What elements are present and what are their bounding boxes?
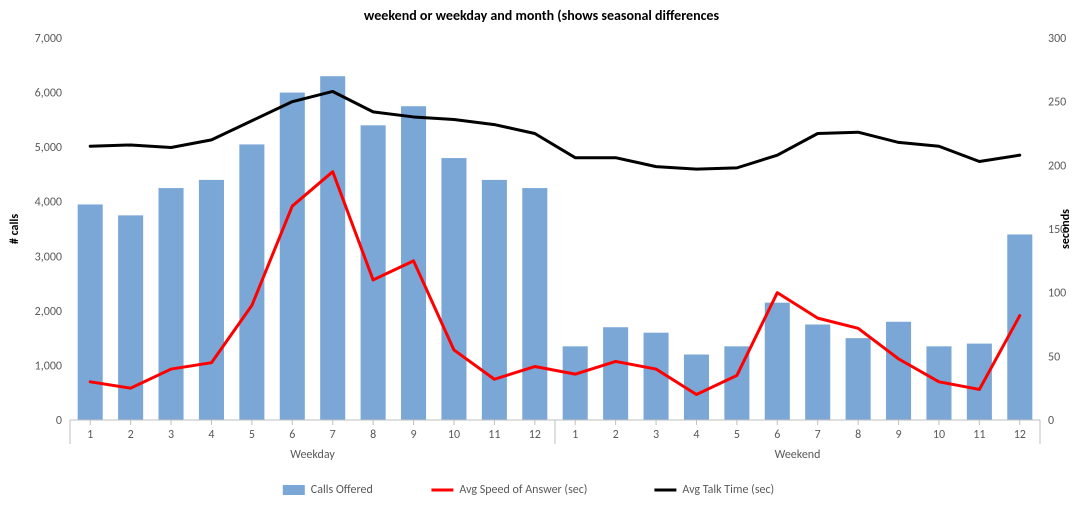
yleft-tick-label: 1,000 [35, 359, 62, 373]
bar-calls-offered [522, 188, 547, 420]
bar-calls-offered [765, 303, 790, 420]
bar-calls-offered [361, 125, 386, 420]
yleft-tick-label: 4,000 [35, 196, 62, 210]
bar-calls-offered [886, 322, 911, 420]
yleft-tick-label: 3,000 [35, 250, 62, 264]
bar-calls-offered [280, 93, 305, 420]
x-tick-label: 3 [168, 428, 174, 442]
x-tick-label: 9 [410, 428, 416, 442]
x-tick-label: 5 [249, 428, 255, 442]
x-tick-label: 1 [87, 428, 93, 442]
bar-calls-offered [805, 325, 830, 421]
bar-calls-offered [320, 76, 345, 420]
chart-container: weekend or weekday and month (shows seas… [0, 0, 1083, 511]
x-tick-label: 7 [815, 428, 821, 442]
x-tick-label: 6 [289, 428, 295, 442]
yright-tick-label: 50 [1048, 350, 1060, 364]
x-tick-label: 12 [1014, 428, 1026, 442]
x-group-label: Weekday [290, 448, 335, 462]
x-tick-label: 4 [693, 428, 699, 442]
legend-label: Calls Offered [311, 483, 373, 497]
yright-tick-label: 200 [1048, 159, 1066, 173]
bar-calls-offered [1007, 234, 1032, 420]
bar-calls-offered [199, 180, 224, 420]
x-tick-label: 6 [774, 428, 780, 442]
yright-axis-label: seconds [1059, 209, 1073, 249]
yleft-tick-label: 2,000 [35, 305, 62, 319]
x-tick-label: 10 [933, 428, 945, 442]
bar-calls-offered [967, 344, 992, 420]
x-tick-label: 8 [370, 428, 376, 442]
x-tick-label: 2 [613, 428, 619, 442]
chart-svg: weekend or weekday and month (shows seas… [0, 0, 1083, 511]
yright-tick-label: 250 [1048, 96, 1066, 110]
bar-calls-offered [563, 346, 588, 420]
x-tick-label: 7 [330, 428, 336, 442]
bar-calls-offered [441, 158, 466, 420]
yright-tick-label: 300 [1048, 32, 1066, 46]
x-tick-label: 11 [973, 428, 985, 442]
x-tick-label: 11 [488, 428, 500, 442]
yright-tick-label: 0 [1048, 414, 1054, 428]
x-tick-label: 1 [572, 428, 578, 442]
bar-calls-offered [159, 188, 184, 420]
bar-calls-offered [482, 180, 507, 420]
yleft-tick-label: 5,000 [35, 141, 62, 155]
chart-title: weekend or weekday and month (shows seas… [364, 7, 720, 24]
x-tick-label: 3 [653, 428, 659, 442]
legend-label: Avg Speed of Answer (sec) [459, 483, 587, 497]
yleft-tick-label: 0 [56, 414, 62, 428]
bar-calls-offered [846, 338, 871, 420]
x-tick-label: 8 [855, 428, 861, 442]
legend-swatch-bar [283, 485, 305, 495]
x-tick-label: 9 [895, 428, 901, 442]
bar-calls-offered [603, 327, 628, 420]
bar-calls-offered [78, 204, 103, 420]
yright-tick-label: 100 [1048, 287, 1066, 301]
yleft-axis-label: # calls [8, 214, 22, 244]
yleft-tick-label: 7,000 [35, 32, 62, 46]
x-group-label: Weekend [775, 448, 821, 462]
legend-label: Avg Talk Time (sec) [682, 483, 774, 497]
x-tick-label: 10 [448, 428, 460, 442]
x-tick-label: 2 [128, 428, 134, 442]
x-tick-label: 4 [208, 428, 214, 442]
x-tick-label: 12 [529, 428, 541, 442]
x-tick-label: 5 [734, 428, 740, 442]
yleft-tick-label: 6,000 [35, 87, 62, 101]
